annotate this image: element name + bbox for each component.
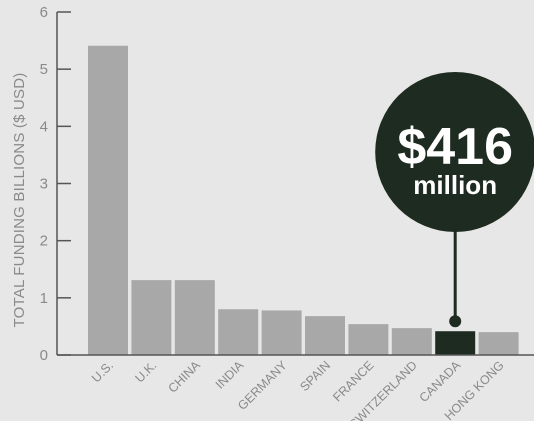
- x-tick-label: CHINA: [166, 358, 204, 396]
- y-tick-label: 2: [40, 233, 48, 250]
- bar-switzerland: [391, 328, 432, 355]
- x-tick-label: U.K.: [132, 358, 159, 385]
- bar-u-s-: [88, 45, 128, 355]
- callout-value: $416: [397, 118, 513, 176]
- y-tick-label: 1: [40, 290, 48, 307]
- y-tick-label: 4: [40, 118, 48, 135]
- y-axis: 0 1 2 3 4 5 6: [40, 4, 71, 364]
- y-tick-label: 5: [40, 61, 48, 78]
- x-tick-label: INDIA: [213, 358, 247, 392]
- bar-spain: [305, 316, 345, 355]
- y-axis-title: TOTAL FUNDING BILLIONS ($ USD): [11, 73, 28, 328]
- bar-france: [348, 324, 389, 355]
- bar-u-k-: [131, 280, 172, 355]
- bar-canada: [435, 331, 476, 355]
- callout-unit: million: [413, 170, 497, 200]
- y-tick-label: 0: [40, 347, 48, 364]
- bar-hong-kong: [478, 332, 519, 355]
- callout-dot: [449, 315, 462, 328]
- callout-circle: [375, 72, 534, 232]
- y-tick-label: 6: [40, 4, 48, 21]
- highlight-callout: $416 million: [375, 72, 534, 328]
- bar-india: [218, 309, 259, 355]
- bars: [88, 45, 519, 355]
- x-tick-label: U.S.: [89, 358, 116, 385]
- y-tick-label: 3: [40, 176, 48, 193]
- x-tick-label: SPAIN: [297, 358, 333, 394]
- bar-germany: [261, 310, 302, 355]
- bar-china: [174, 280, 215, 355]
